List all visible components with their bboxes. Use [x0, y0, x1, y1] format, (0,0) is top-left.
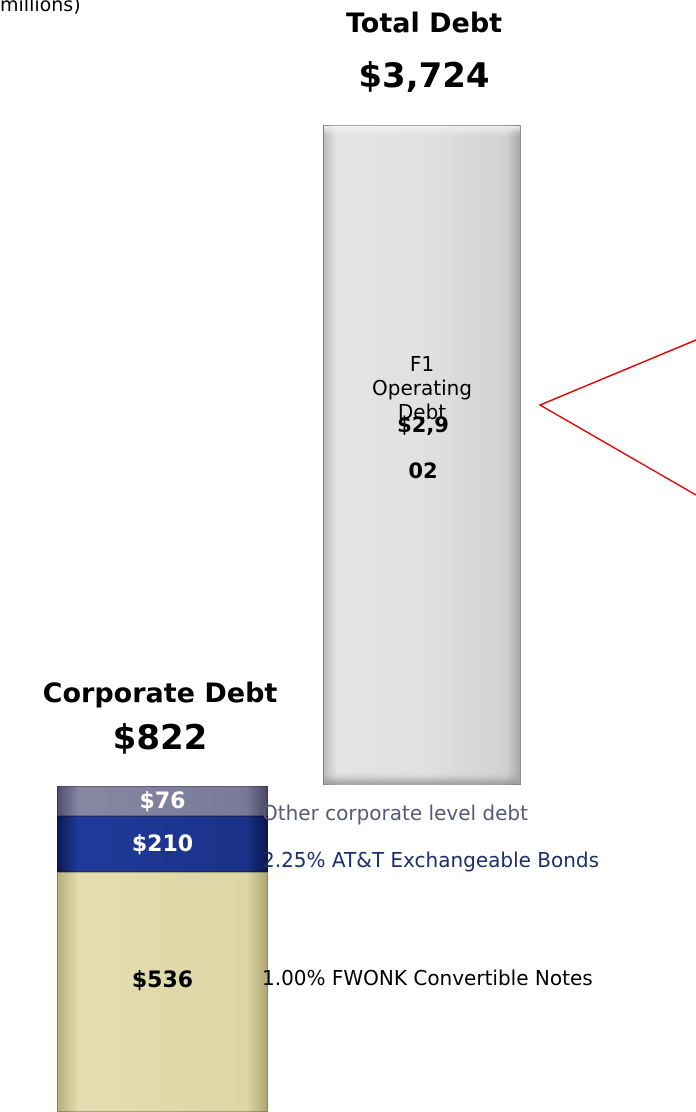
segment: $536 — [57, 872, 268, 1112]
segment: $76 — [57, 786, 268, 816]
f1-label: F1 Operating Debt — [372, 352, 472, 424]
f1-value: $2,902 — [397, 413, 449, 483]
segment: $210 — [57, 816, 268, 872]
unit-note: millions) — [0, 0, 81, 16]
total-value: $3,724 — [358, 56, 490, 96]
corporate-value: $822 — [112, 718, 208, 758]
callout-pointer — [538, 339, 696, 496]
segment-label: 2.25% AT&T Exchangeable Bonds — [262, 848, 600, 872]
corporate-title: Corporate Debt — [42, 678, 278, 709]
segment-label: 1.00% FWONK Convertible Notes — [262, 966, 593, 990]
total-title: Total Debt — [345, 8, 503, 39]
segment-label: Other corporate level debt — [262, 801, 528, 825]
f1-bar — [323, 125, 521, 785]
